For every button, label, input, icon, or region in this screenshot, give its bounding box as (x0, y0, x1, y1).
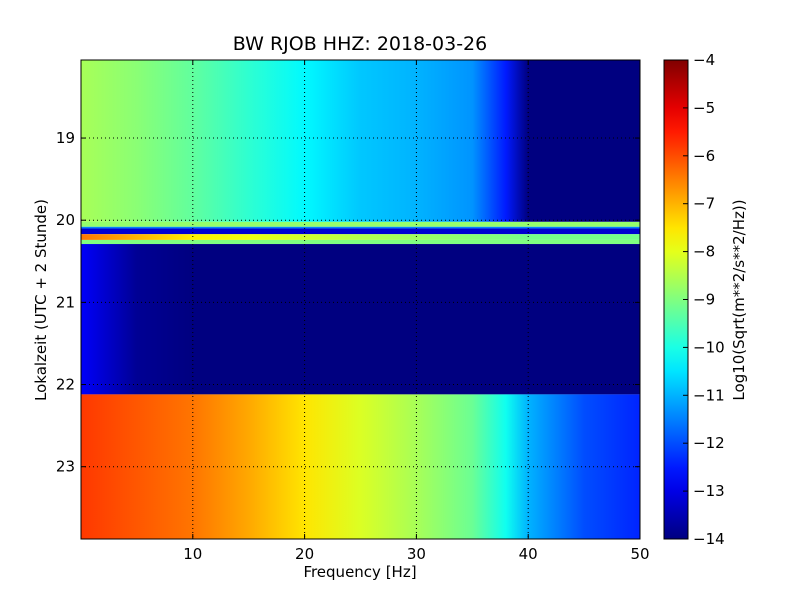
x-tick-label: 30 (407, 545, 426, 563)
colorbar (663, 59, 689, 540)
colorbar-tick-label: −5 (693, 99, 715, 117)
colorbar-tick-label: −13 (693, 482, 725, 500)
colorbar-tick-label: −14 (693, 530, 725, 548)
x-tick-label: 10 (183, 545, 202, 563)
heatmap-band (81, 239, 640, 245)
heatmap-band (81, 60, 640, 222)
colorbar-tick-label: −4 (693, 51, 715, 69)
colorbar-tick-label: −8 (693, 243, 715, 261)
colorbar-tick-label: −12 (693, 434, 725, 452)
heatmap-band (81, 221, 640, 227)
y-tick-label: 22 (56, 376, 75, 394)
y-axis-label: Lokalzeit (UTC + 2 Stunde) (32, 199, 50, 401)
y-axis: 19 20 21 22 23 (56, 129, 640, 476)
colorbar-axis: −4 −5 −6 −7 −8 −9 −10 −11 −12 −13 −14 (683, 51, 725, 548)
heatmap-band (81, 228, 640, 235)
plot-frame (80, 59, 641, 540)
heatmap-cells (81, 60, 640, 539)
x-axis-label: Frequency [Hz] (303, 563, 416, 581)
y-tick-label: 23 (56, 458, 75, 476)
colorbar-label: Log10(Sqrt(m**2/s**2/Hz)) (730, 199, 748, 400)
heatmap-band (81, 394, 640, 539)
colorbar-tick-label: −6 (693, 147, 715, 165)
chart-title: BW RJOB HHZ: 2018-03-26 (233, 33, 487, 55)
colorbar-tick-label: −11 (693, 386, 725, 404)
colorbar-tick-label: −9 (693, 291, 715, 309)
colorbar-tick-label: −7 (693, 195, 715, 213)
heatmap-band (81, 234, 640, 240)
heatmap-band (81, 226, 640, 229)
x-tick-label: 20 (295, 545, 314, 563)
heatmap-band (81, 244, 640, 395)
x-axis: 10 20 30 40 50 (183, 60, 650, 563)
x-tick-label: 50 (630, 545, 649, 563)
y-tick-label: 20 (56, 211, 75, 229)
y-tick-label: 21 (56, 293, 75, 311)
x-tick-label: 40 (519, 545, 538, 563)
colorbar-tick-label: −10 (693, 338, 725, 356)
y-tick-label: 19 (56, 129, 75, 147)
